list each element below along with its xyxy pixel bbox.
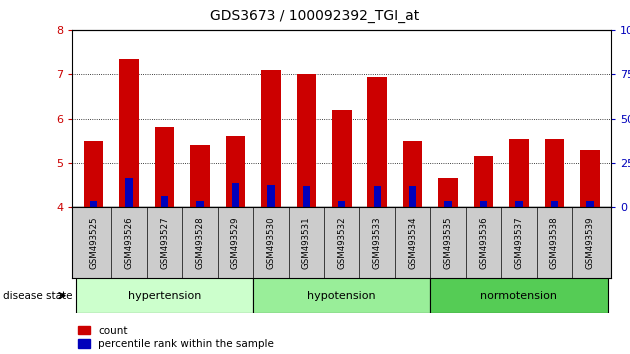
Text: GSM493525: GSM493525 xyxy=(89,216,98,269)
Bar xyxy=(580,149,600,207)
Text: GSM493533: GSM493533 xyxy=(373,216,382,269)
Legend: count, percentile rank within the sample: count, percentile rank within the sample xyxy=(77,326,275,349)
Text: GSM493535: GSM493535 xyxy=(444,216,452,269)
Bar xyxy=(332,110,352,207)
Bar xyxy=(297,74,316,207)
Bar xyxy=(551,201,558,207)
Bar xyxy=(197,201,203,207)
Text: GSM493528: GSM493528 xyxy=(195,216,205,269)
Text: GSM493529: GSM493529 xyxy=(231,216,240,269)
Bar xyxy=(480,201,487,207)
Bar xyxy=(84,141,103,207)
Text: normotension: normotension xyxy=(481,291,558,301)
FancyBboxPatch shape xyxy=(76,278,253,313)
Bar xyxy=(367,76,387,207)
Text: disease state: disease state xyxy=(3,291,72,301)
Bar xyxy=(120,59,139,207)
Bar xyxy=(545,138,564,207)
Bar xyxy=(90,201,98,207)
Text: GSM493534: GSM493534 xyxy=(408,216,417,269)
Text: GSM493527: GSM493527 xyxy=(160,216,169,269)
Text: GSM493537: GSM493537 xyxy=(515,216,524,269)
Bar xyxy=(232,183,239,207)
Text: hypotension: hypotension xyxy=(307,291,376,301)
Bar xyxy=(226,136,245,207)
Text: GSM493532: GSM493532 xyxy=(337,216,346,269)
Bar xyxy=(125,178,133,207)
Bar xyxy=(155,127,175,207)
Bar xyxy=(409,186,416,207)
Bar xyxy=(161,196,168,207)
Bar xyxy=(190,145,210,207)
Text: hypertension: hypertension xyxy=(128,291,201,301)
Bar xyxy=(438,178,458,207)
Text: GSM493539: GSM493539 xyxy=(585,216,594,269)
Bar xyxy=(403,141,422,207)
Bar xyxy=(267,185,275,207)
FancyBboxPatch shape xyxy=(430,278,607,313)
Bar xyxy=(515,201,523,207)
Bar xyxy=(374,186,381,207)
Bar xyxy=(302,186,310,207)
Text: GSM493536: GSM493536 xyxy=(479,216,488,269)
Bar xyxy=(338,201,345,207)
Bar xyxy=(509,138,529,207)
Text: GSM493538: GSM493538 xyxy=(550,216,559,269)
Text: GSM493526: GSM493526 xyxy=(125,216,134,269)
Bar xyxy=(261,70,280,207)
Bar xyxy=(444,201,452,207)
Bar xyxy=(474,156,493,207)
Bar xyxy=(586,201,593,207)
Text: GDS3673 / 100092392_TGI_at: GDS3673 / 100092392_TGI_at xyxy=(210,9,420,23)
FancyBboxPatch shape xyxy=(253,278,430,313)
Text: GSM493530: GSM493530 xyxy=(266,216,275,269)
Text: GSM493531: GSM493531 xyxy=(302,216,311,269)
